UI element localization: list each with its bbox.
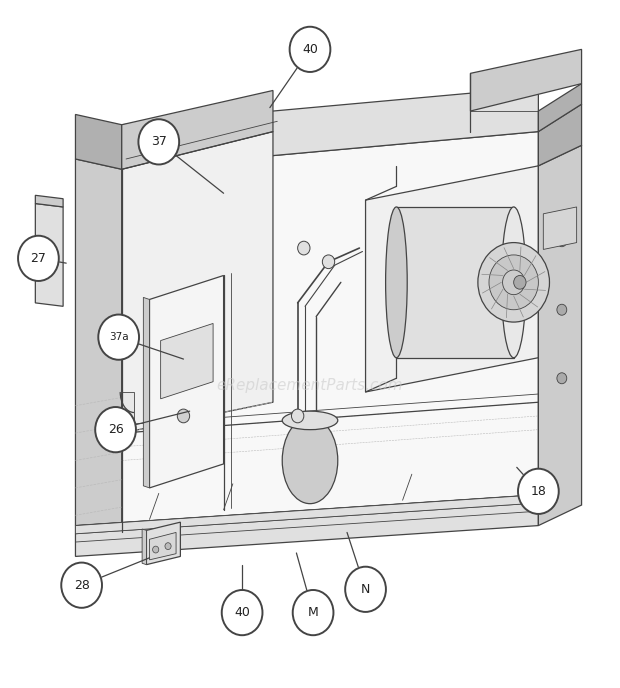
Text: 37a: 37a [109,332,128,342]
Circle shape [514,275,526,289]
Circle shape [95,407,136,452]
Polygon shape [161,323,213,399]
Circle shape [557,373,567,384]
Polygon shape [471,50,582,111]
Circle shape [489,255,538,310]
Polygon shape [76,159,122,533]
Polygon shape [146,522,180,565]
Circle shape [153,546,159,553]
Circle shape [557,304,567,315]
Polygon shape [122,87,538,169]
Circle shape [518,469,559,514]
Circle shape [478,243,549,322]
Polygon shape [122,131,538,533]
Circle shape [293,590,334,635]
Text: 40: 40 [234,606,250,619]
Polygon shape [143,297,149,488]
Text: 40: 40 [302,43,318,56]
Ellipse shape [502,207,526,358]
Circle shape [222,590,262,635]
Ellipse shape [386,207,407,358]
Circle shape [557,236,567,247]
Polygon shape [122,131,273,433]
Circle shape [298,241,310,255]
Circle shape [165,543,171,550]
Polygon shape [76,114,122,169]
Polygon shape [538,145,582,526]
Polygon shape [76,495,538,557]
Polygon shape [538,104,582,166]
Circle shape [291,409,304,423]
Circle shape [61,563,102,608]
Polygon shape [142,529,146,565]
Polygon shape [538,84,582,131]
Circle shape [503,270,525,294]
Text: eReplacementParts.com: eReplacementParts.com [216,378,404,393]
Circle shape [345,567,386,612]
Polygon shape [35,195,63,207]
Text: M: M [308,606,319,619]
Text: 26: 26 [108,423,123,436]
Polygon shape [122,392,134,433]
Polygon shape [76,495,538,534]
Circle shape [18,236,59,281]
Text: N: N [361,583,370,596]
Circle shape [138,119,179,164]
Polygon shape [396,207,514,358]
Ellipse shape [282,411,338,429]
Polygon shape [122,90,273,169]
Text: 27: 27 [30,252,46,265]
Text: 28: 28 [74,579,89,592]
Text: 18: 18 [531,485,546,498]
Circle shape [177,409,190,423]
Polygon shape [35,204,63,306]
Polygon shape [149,533,176,560]
Circle shape [290,27,330,72]
Circle shape [99,314,139,360]
Text: 37: 37 [151,136,167,149]
Ellipse shape [282,418,338,504]
Polygon shape [149,275,224,488]
Polygon shape [366,166,538,392]
Circle shape [322,255,335,268]
Polygon shape [543,207,577,250]
